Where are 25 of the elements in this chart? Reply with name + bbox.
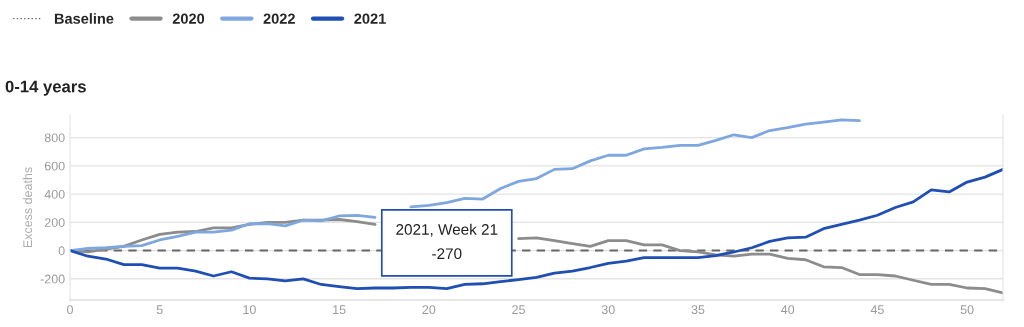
- x-tick-label: 0: [67, 305, 73, 315]
- x-tick-label: 10: [243, 305, 256, 315]
- x-tick-label: 15: [333, 305, 346, 315]
- y-tick-label: 0: [58, 246, 65, 256]
- line-series: [70, 167, 1003, 291]
- x-tick-label: 30: [601, 305, 615, 315]
- annotation: 2021, Week 21 -270: [396, 223, 498, 260]
- legend-label: Baseline: [54, 13, 114, 24]
- y-tick-label: 800: [44, 133, 65, 143]
- x-tick-label: 50: [960, 305, 974, 315]
- x-tick-label: 40: [781, 305, 795, 315]
- y-axis-title: Excess deaths: [22, 167, 33, 248]
- x-tick-label: 5: [156, 305, 163, 315]
- y-tick-label: 400: [44, 189, 65, 199]
- x-tick-label: 45: [870, 305, 884, 315]
- y-tick-label: -200: [40, 274, 65, 284]
- legend-label: 2021: [354, 13, 386, 24]
- y-tick-label: 600: [44, 161, 65, 171]
- x-tick-label: 20: [422, 305, 436, 315]
- x-tick-label: 35: [691, 305, 705, 315]
- chart-title: 0-14 years: [5, 80, 86, 96]
- legend-label: 2022: [263, 13, 295, 24]
- y-tick-label: 200: [44, 218, 65, 227]
- x-tick-label: 25: [512, 305, 525, 315]
- legend-label: 2020: [172, 13, 205, 24]
